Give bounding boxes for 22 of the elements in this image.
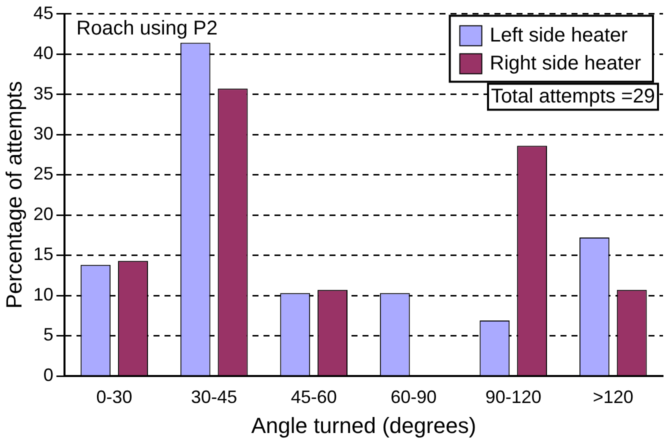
y-tick-label: 10 (33, 284, 54, 304)
y-tick-label: 5 (43, 324, 54, 345)
y-tick-label: 40 (33, 43, 54, 64)
x-tick-label: 0-30 (96, 386, 132, 407)
y-axis-title: Percentage of attempts (1, 81, 26, 309)
y-tick-label: 20 (33, 204, 54, 224)
annotation: Roach using P2 (76, 17, 218, 40)
y-tick-label: 15 (33, 244, 54, 264)
y-tick-label: 30 (33, 124, 54, 144)
x-tick-label: 90-120 (485, 386, 542, 407)
y-tick-label: 35 (33, 83, 54, 104)
annotation: Total attempts =29 (491, 85, 655, 108)
y-tick-label: 0 (43, 364, 54, 385)
x-tick-label: 30-45 (191, 386, 238, 407)
y-tick-label: 45 (33, 2, 54, 23)
x-tick-label: 45-60 (290, 386, 337, 407)
x-tick-label: 60-90 (390, 386, 437, 407)
y-tick-label: 25 (33, 164, 54, 184)
legend-label: Left side heater (490, 24, 628, 46)
x-tick-label: >120 (592, 386, 634, 407)
x-axis-title: Angle turned (degrees) (251, 412, 476, 438)
legend-label: Right side heater (490, 52, 642, 74)
